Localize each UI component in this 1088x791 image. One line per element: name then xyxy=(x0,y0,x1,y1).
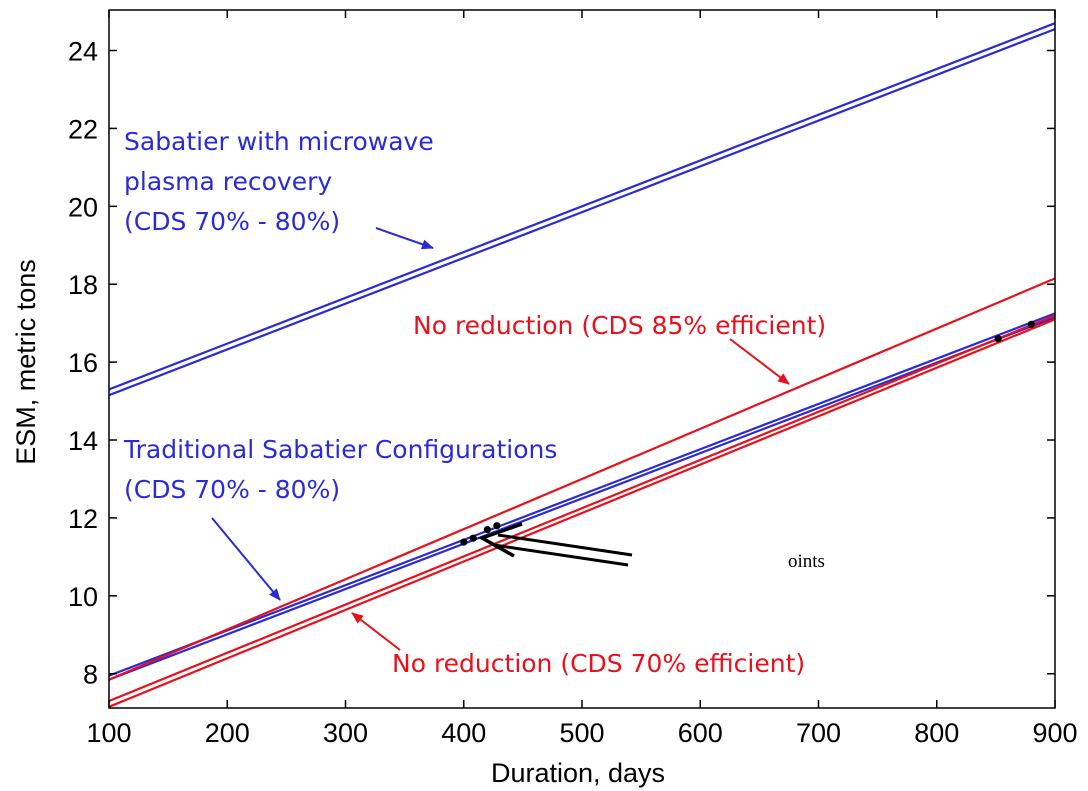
annotation-sabatier-microwave-line3: (CDS 70% - 80%) xyxy=(124,207,340,236)
x-tick-label: 500 xyxy=(559,718,604,748)
annotation-sabatier-microwave-line2: plasma recovery xyxy=(124,167,332,196)
annotation-sabatier-microwave-line1: Sabatier with microwave xyxy=(124,127,434,156)
y-tick-label: 8 xyxy=(83,660,98,690)
y-tick-label: 14 xyxy=(68,426,98,456)
annotation-no-reduction-85-text: No reduction (CDS 85% efficient) xyxy=(413,311,826,340)
series-line-4 xyxy=(108,316,1056,681)
design-point-3 xyxy=(483,526,491,534)
y-tick-label: 12 xyxy=(68,504,98,534)
x-tick-label: 100 xyxy=(86,718,131,748)
series-line-7 xyxy=(108,318,1056,708)
design-points-label: oints xyxy=(788,551,825,572)
design-point-1 xyxy=(460,538,468,546)
x-tick-label: 700 xyxy=(796,718,841,748)
y-tick-label: 16 xyxy=(68,348,98,378)
annotation-no-reduction-85-arrow xyxy=(729,338,790,385)
annotation-traditional-sabatier-arrow xyxy=(211,517,281,601)
series-line-6 xyxy=(108,314,1056,703)
x-tick-label: 400 xyxy=(441,718,486,748)
series-line-2 xyxy=(108,28,1056,397)
series-line-5 xyxy=(108,277,1056,681)
y-tick-label: 24 xyxy=(68,37,98,67)
y-tick-label: 18 xyxy=(68,270,98,300)
x-tick-label: 600 xyxy=(678,718,723,748)
annotation-sabatier-microwave: Sabatier with microwave plasma recovery … xyxy=(124,127,434,250)
x-tick-label: 300 xyxy=(323,718,368,748)
annotation-traditional-sabatier-line2: (CDS 70% - 80%) xyxy=(124,475,340,504)
y-axis-title: ESM, metric tons xyxy=(11,259,41,465)
x-tick-label: 900 xyxy=(1032,718,1077,748)
annotation-traditional-sabatier: Traditional Sabatier Configurations (CDS… xyxy=(123,435,557,601)
series-line-1 xyxy=(108,22,1056,391)
annotation-no-reduction-70-arrow xyxy=(351,612,401,651)
y-tick-label: 22 xyxy=(68,114,98,144)
annotation-no-reduction-70: No reduction (CDS 70% efficient) xyxy=(351,612,805,678)
x-tick-label: 800 xyxy=(914,718,959,748)
y-tick-label: 20 xyxy=(68,192,98,222)
x-axis-title: Duration, days xyxy=(491,758,665,788)
design-points-arrow xyxy=(477,522,633,567)
plot-frame xyxy=(108,9,1056,709)
y-tick-label: 10 xyxy=(68,582,98,612)
annotation-no-reduction-70-text: No reduction (CDS 70% efficient) xyxy=(392,649,805,678)
design-point-6 xyxy=(1027,320,1035,328)
annotation-traditional-sabatier-line1: Traditional Sabatier Configurations xyxy=(123,435,557,464)
annotation-no-reduction-85: No reduction (CDS 85% efficient) xyxy=(413,311,826,385)
x-tick-label: 200 xyxy=(205,718,250,748)
design-point-2 xyxy=(469,534,477,542)
series-line-3 xyxy=(108,312,1056,677)
design-point-4 xyxy=(493,522,501,530)
design-point-5 xyxy=(994,335,1002,343)
annotation-sabatier-microwave-arrow xyxy=(375,227,434,250)
